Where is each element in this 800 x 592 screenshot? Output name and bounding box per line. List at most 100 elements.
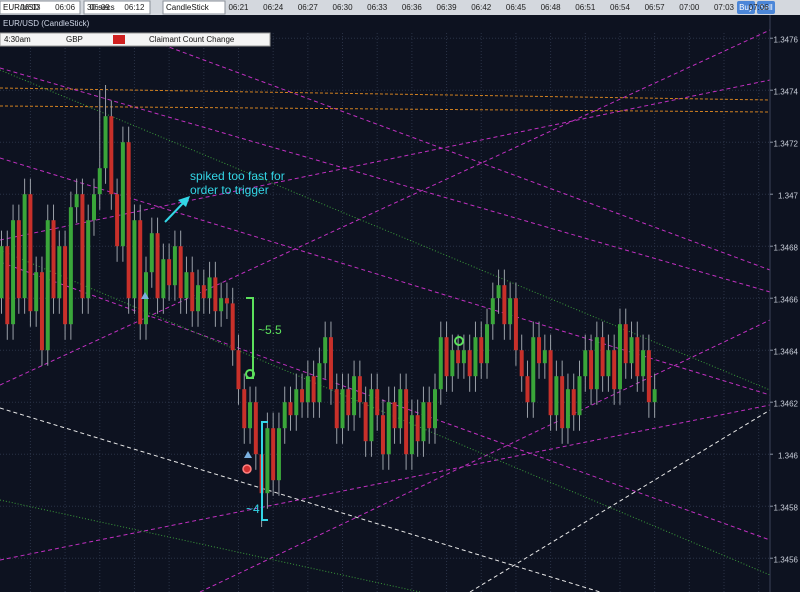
candle-body — [398, 389, 403, 429]
candle-body — [282, 402, 287, 429]
candle-body — [380, 415, 385, 455]
symbol: EUR/USD — [3, 3, 39, 12]
trend-line — [0, 79, 771, 241]
candle-body — [271, 428, 276, 481]
symbol-select[interactable] — [0, 0, 81, 15]
candle-body — [184, 272, 189, 299]
candle-body — [560, 376, 565, 429]
candle-body — [467, 350, 472, 377]
channel-line — [0, 249, 771, 576]
candle-body — [45, 220, 50, 351]
interval: 30 secs — [87, 3, 115, 12]
price-axis-panel — [770, 15, 800, 592]
trend-line — [0, 404, 771, 561]
x-tick-label: 06:48 — [541, 3, 562, 12]
x-tick-label: 06:42 — [471, 3, 492, 12]
candle-body — [427, 402, 432, 429]
candle-body — [63, 246, 68, 325]
candle-body — [149, 233, 154, 273]
level-line — [0, 87, 771, 101]
candle-body — [230, 303, 235, 351]
candle-body — [352, 376, 357, 416]
time-axis: 06:03 06:06 06:09 06:12 06:21 06:24 06:27 06:30… — [20, 3, 769, 12]
y-tick-label: 1.3476 — [774, 35, 799, 44]
candle-body — [363, 402, 368, 442]
candle-body — [196, 285, 201, 312]
candle-body — [606, 350, 611, 377]
candle-body — [496, 285, 501, 299]
candle-body — [531, 337, 536, 403]
candle-body — [617, 324, 622, 390]
candle-body — [16, 220, 21, 299]
candle-body — [594, 337, 599, 390]
y-tick-label: 1.3456 — [774, 555, 799, 564]
candle-body — [317, 363, 322, 403]
chart-style: CandleStick — [166, 3, 210, 12]
candle-body — [375, 389, 380, 416]
marker-layer: spiked too fast for order to trigger ~5.… — [141, 169, 464, 521]
candle-body — [328, 337, 333, 390]
y-tick-label: 1.347 — [778, 191, 799, 200]
annotation-arrowhead — [178, 196, 190, 207]
x-tick-label: 07:00 — [679, 3, 700, 12]
candle-body — [224, 298, 229, 304]
candle-body — [589, 350, 594, 390]
candle-body — [409, 415, 414, 455]
x-tick-label: 06:21 — [228, 3, 249, 12]
trend-line — [149, 39, 771, 271]
candle-body — [39, 272, 44, 351]
x-tick-label: 06:45 — [506, 3, 527, 12]
impact-flag — [113, 35, 125, 44]
trend-line — [0, 67, 771, 293]
sell-button[interactable] — [757, 1, 775, 14]
candle-body — [219, 298, 224, 312]
candle-body — [357, 376, 362, 403]
candle-body — [346, 389, 351, 416]
candle-body — [97, 168, 102, 195]
candle-body — [415, 415, 420, 442]
y-tick-label: 1.3472 — [774, 139, 799, 148]
candle-body — [167, 259, 172, 286]
buy-label: Buy — [739, 3, 753, 12]
candle-body — [392, 402, 397, 429]
x-tick-label: 06:39 — [437, 3, 458, 12]
trend-line — [199, 319, 771, 592]
candle-body — [508, 298, 513, 325]
x-tick-label: 06:06 — [55, 3, 76, 12]
candle-body — [450, 350, 455, 377]
candle-body — [323, 337, 328, 364]
trigger-marker — [141, 292, 149, 299]
x-tick-label: 06:24 — [263, 3, 284, 12]
candle-body — [265, 428, 270, 494]
x-tick-label: 07:06 — [749, 3, 770, 12]
candle-body — [51, 220, 56, 299]
candle-body — [444, 337, 449, 377]
candle-body — [294, 389, 299, 416]
candle-body — [433, 389, 437, 429]
candle-body — [126, 142, 131, 299]
style-select[interactable] — [162, 0, 226, 15]
candle-body — [305, 376, 310, 403]
annotation: order to trigger — [190, 183, 269, 197]
candle-body — [57, 246, 62, 299]
candle-body — [236, 350, 241, 390]
candle-body — [554, 376, 559, 416]
x-tick-label: 06:03 — [20, 3, 41, 12]
event-bar — [0, 32, 271, 47]
candle-body — [132, 220, 137, 299]
candle-body — [242, 389, 247, 429]
candle-body — [369, 389, 374, 442]
interval-select[interactable] — [83, 0, 151, 15]
support-line — [469, 409, 771, 592]
candle-body — [519, 350, 524, 377]
buy-button[interactable] — [737, 1, 755, 14]
candle-body — [438, 337, 443, 390]
x-tick-label: 06:12 — [124, 3, 145, 12]
event-currency: GBP — [66, 35, 83, 44]
candle-body — [646, 350, 651, 403]
candle-body — [456, 350, 461, 364]
candle-body — [86, 220, 91, 299]
candle-body — [513, 298, 518, 351]
